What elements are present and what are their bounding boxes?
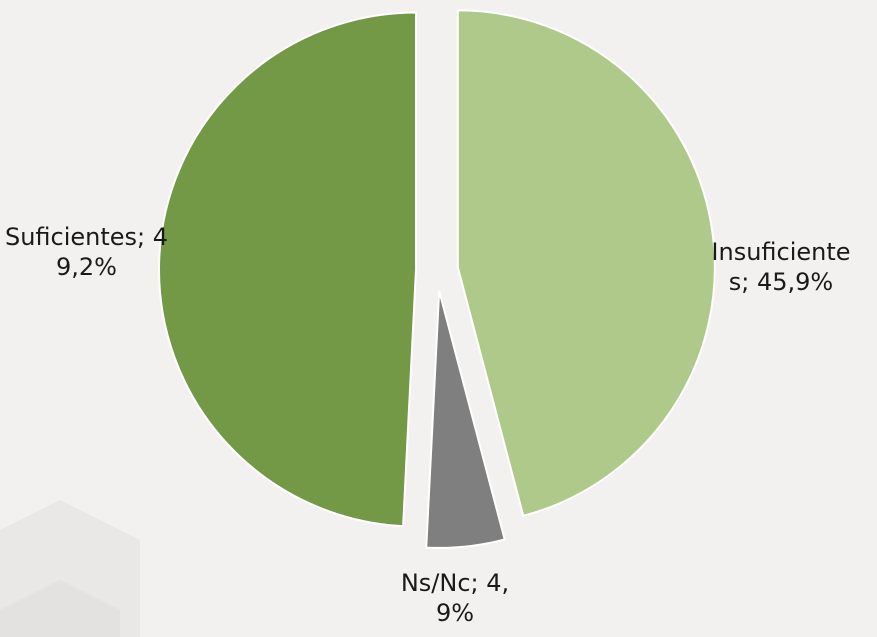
data-label: Suficientes; 49,2% xyxy=(4,223,169,281)
pie-slice xyxy=(425,290,506,549)
decor xyxy=(0,580,120,637)
pie-slice xyxy=(158,11,418,528)
data-label: Ns/Nc; 4,9% xyxy=(400,569,510,627)
pie-slice xyxy=(456,9,716,518)
data-label: Insuficientes; 45,9% xyxy=(711,238,851,296)
